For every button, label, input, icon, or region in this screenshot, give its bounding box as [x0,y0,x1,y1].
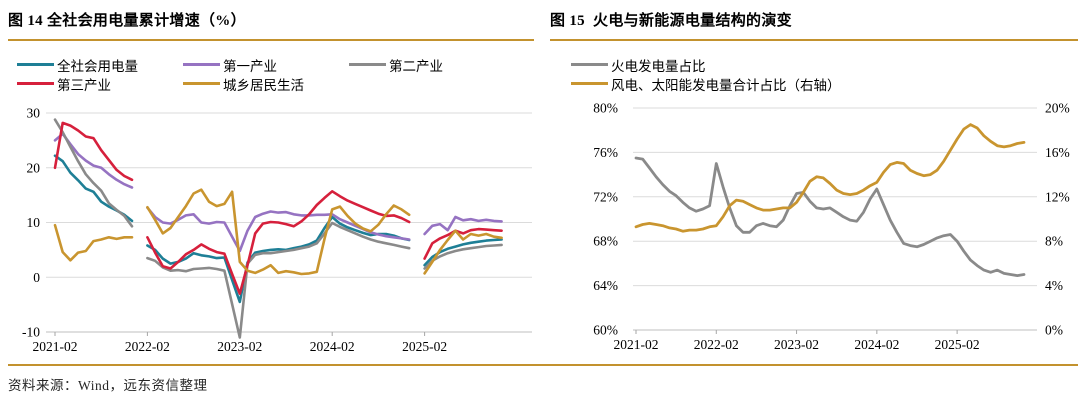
source-divider [8,364,1078,366]
y-axis-tick-label: 10 [27,215,41,230]
legend-item-secondary-industry: 第二产业 [349,55,443,75]
y2-axis-tick-label: 0% [1045,323,1063,338]
legend-item-wind-solar-share: 风电、太阳能发电量合计占比（右轴） [571,74,841,94]
chart15-legend-row2: 风电、太阳能发电量合计占比（右轴） [571,74,1071,93]
x-axis-tick-label: 2025-02 [935,337,980,352]
red-line-swatch [17,82,54,85]
y2-axis-tick-label: 12% [1045,189,1070,204]
x-axis-tick-label: 2024-02 [854,337,899,352]
y-axis-tick-label: 80% [593,101,618,116]
legend-label: 第二产业 [389,58,443,74]
x-axis-tick-label: 2022-02 [125,339,170,354]
chart15-title: 图 15 火电与新能源电量结构的演变 [550,13,792,29]
y-axis-tick-label: 76% [593,145,618,160]
y-axis-tick-label: -10 [22,325,40,340]
series-line-0 [53,154,503,304]
x-axis-tick-label: 2023-02 [217,339,262,354]
x-axis-tick-label: 2023-02 [774,337,819,352]
y2-axis-tick-label: 20% [1045,101,1070,116]
series-line-4 [53,188,503,276]
chart15-legend: 火电发电量占比 风电、太阳能发电量合计占比（右轴） [571,55,1071,93]
chart15-canvas: 80% 76% 72% 68% 64% 60% 20% 16% 12% 8% 4% 0% 2021-02… [593,101,1070,353]
x-axis-tick-label: 2025-02 [402,339,447,354]
chart14-title: 图 14 全社会用电量累计增速（%） [8,13,246,29]
x-axis-tick-label: 2022-02 [694,337,739,352]
y-axis-tick-label: 30 [27,106,41,121]
gold-line-swatch [183,82,220,85]
legend-item-thermal-share: 火电发电量占比 [571,55,706,75]
teal-line-swatch [17,63,54,66]
chart14-legend: 全社会用电量 第一产业 第二产业 第三产业 城乡居民生活 [17,55,532,93]
y-axis-tick-label: 68% [593,234,618,249]
chart14-legend-row2: 第三产业 城乡居民生活 [17,74,532,93]
legend-label: 第三产业 [57,77,111,93]
y-axis-tick-label: 60% [593,323,618,338]
x-axis-tick-label: 2021-02 [614,337,659,352]
x-axis-tick-label: 2021-02 [33,339,78,354]
gold-line-swatch [571,82,608,85]
legend-item-residents: 城乡居民生活 [183,74,349,94]
purple-line-swatch [183,63,220,66]
x-axis-tick-label: 2024-02 [310,339,355,354]
y2-axis-tick-label: 16% [1045,145,1070,160]
legend-label: 城乡居民生活 [223,77,304,93]
legend-item-primary-industry: 第一产业 [183,55,349,75]
chart15-legend-row1: 火电发电量占比 [571,55,1071,74]
y2-axis-tick-label: 4% [1045,278,1063,293]
legend-label: 全社会用电量 [57,58,138,74]
chart14-title-divider [8,39,534,41]
gray-line-swatch [349,63,386,66]
chart14-legend-row1: 全社会用电量 第一产业 第二产业 [17,55,532,74]
y-axis-tick-label: 64% [593,278,618,293]
series-line-1 [634,123,1026,233]
y-axis-tick-label: 0 [33,270,40,285]
legend-item-total-consumption: 全社会用电量 [17,55,183,75]
legend-item-tertiary-industry: 第三产业 [17,74,183,94]
source-note: 资料来源：Wind，远东资信整理 [8,378,208,393]
legend-label: 火电发电量占比 [611,58,706,74]
series-line-3 [53,121,503,295]
y-axis-tick-label: 72% [593,189,618,204]
legend-label: 风电、太阳能发电量合计占比（右轴） [611,77,841,93]
y-axis-tick-label: 20 [27,160,41,175]
chart15-title-divider [550,39,1078,41]
series-line-0 [634,156,1026,277]
legend-label: 第一产业 [223,58,277,74]
gray-line-swatch [571,63,608,66]
series-line-1 [53,132,503,253]
y2-axis-tick-label: 8% [1045,234,1063,249]
series-line-2 [53,118,503,339]
